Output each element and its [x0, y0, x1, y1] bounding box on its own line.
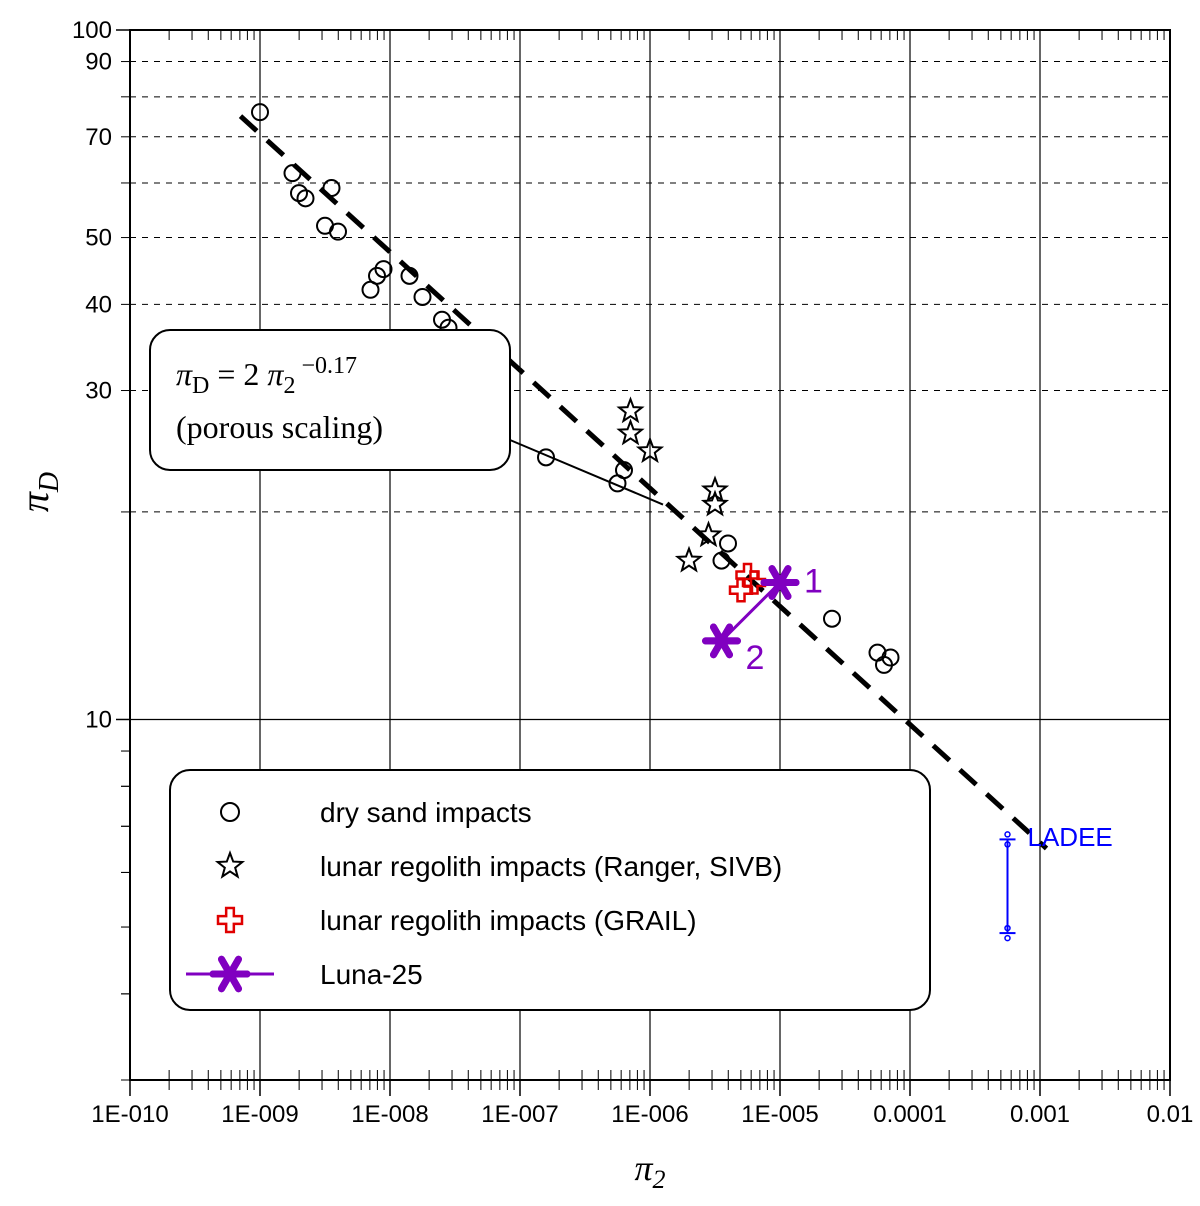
- formula-line2: (porous scaling): [176, 409, 383, 445]
- luna25-point-label: 1: [804, 563, 823, 601]
- ladee-label: LADEE: [1028, 822, 1113, 852]
- x-tick-label: 1E-010: [91, 1101, 168, 1128]
- legend-box: [170, 770, 930, 1010]
- y-tick-label: 90: [85, 49, 112, 76]
- y-tick-label: 10: [85, 706, 112, 733]
- scatter-chart: 1E-010 1E-009 1E-008 1E-007 1E-006 1E-005 0.00…: [0, 0, 1200, 1206]
- x-tick-label: 1E-008: [351, 1101, 428, 1128]
- fit-line: [241, 116, 1047, 848]
- x-tick-label: 1E-006: [611, 1101, 688, 1128]
- y-tick-label: 100: [72, 17, 112, 44]
- x-tick-label: 1E-009: [221, 1101, 298, 1128]
- y-tick-label: 70: [85, 124, 112, 151]
- x-tick-label: 1E-007: [481, 1101, 558, 1128]
- y-tick-label: 30: [85, 378, 112, 405]
- legend-entry-label: lunar regolith impacts (GRAIL): [320, 905, 697, 936]
- legend-entry-label: lunar regolith impacts (Ranger, SIVB): [320, 851, 782, 882]
- y-tick-label: 40: [85, 291, 112, 318]
- y-axis-title: πD: [12, 472, 65, 512]
- x-tick-label: 0.001: [1010, 1101, 1070, 1128]
- legend-entry-label: dry sand impacts: [320, 797, 532, 828]
- formula-box: [150, 330, 510, 470]
- x-tick-label: 0.0001: [873, 1101, 946, 1128]
- chart-container: 1E-010 1E-009 1E-008 1E-007 1E-006 1E-005 0.00…: [0, 0, 1200, 1206]
- x-axis-title: π2: [634, 1148, 665, 1194]
- y-tick-label: 50: [85, 225, 112, 252]
- luna25-point-label: 2: [746, 639, 765, 677]
- x-tick-label: 1E-005: [741, 1101, 818, 1128]
- x-tick-label: 0.01: [1147, 1101, 1194, 1128]
- legend-entry-label: Luna-25: [320, 959, 423, 990]
